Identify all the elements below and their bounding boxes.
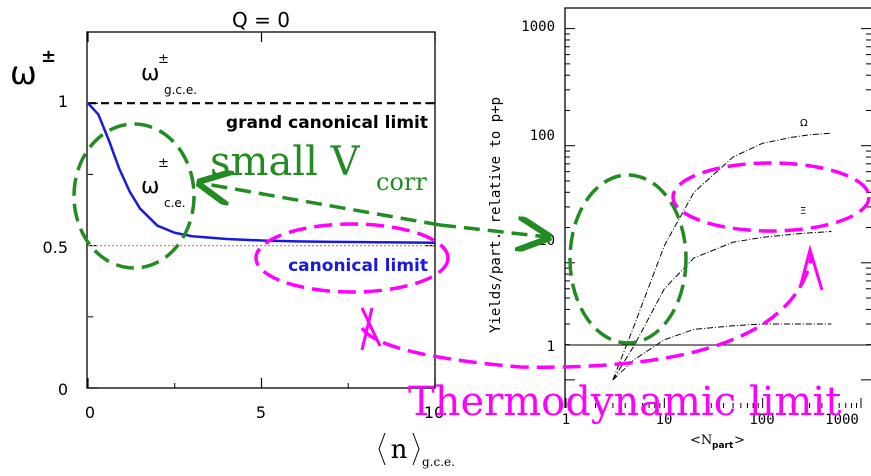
ce-curve [87,102,436,245]
left-ytick-0.5: 0.5 [43,238,68,257]
right-ylabel: Yields/part. relative to p+p [488,97,504,333]
left-ytick-0: 0 [58,380,68,399]
omega-gce-symbol: ω [141,61,159,86]
left-xlabel-sub: g.c.e. [422,455,455,469]
omega-gce-pm: ± [158,52,169,67]
omega-curve-label: Ω [800,118,808,129]
right-xlabel-sub: part [712,441,734,451]
left-xtick-5: 5 [256,403,266,422]
lambda-curve [612,323,832,381]
magenta-ellipse-right [671,161,871,233]
omega-curve [612,132,832,381]
small-v-text: small V [210,139,361,185]
left-xtick-10: 10 [424,403,444,422]
right-ytick-1000: 1000 [521,19,555,35]
small-vcorr-label: small V corr [210,139,427,196]
grand-canonical-label: grand canonical limit [226,113,428,133]
right-xtick-1000: 1000 [825,412,859,428]
right-series [612,132,832,381]
green-ellipse-right [568,173,688,345]
overlay: small V corr Thermodynamic limit [72,122,871,425]
omega-ce-sub: c.e. [164,196,186,210]
magenta-arrowhead-right [798,244,824,291]
right-ytick-1: 1 [547,339,555,355]
right-xtick-10: 10 [656,412,673,428]
right-ticks [565,28,871,408]
right-ytick-100: 100 [530,128,555,144]
green-arrow-right [439,225,548,237]
left-ytick-1: 1 [58,92,68,111]
left-plot-frame [86,31,436,389]
omega-gce-sub: g.c.e. [164,83,197,97]
right-xlabel-close: > [734,433,745,448]
left-ylabel-omega: ω [10,54,37,92]
left-xtick-0: 0 [85,403,95,422]
thermodynamic-limit-label: Thermodynamic limit [408,379,841,425]
left-series [87,102,436,247]
left-xlabel-n: n [391,435,408,465]
right-xtick-100: 100 [749,412,774,428]
green-arrow-left [200,183,441,227]
right-xlabel-n: <N [690,433,712,448]
xi-curve [612,231,832,381]
left-xlabel: n g.c.e. [378,432,455,469]
small-v-sub: corr [376,168,427,196]
omega-ce-pm: ± [158,156,169,171]
left-chart: Q = 0 ω ± 1 0.5 0 0 5 10 n g.c.e. ω ± g.… [10,8,455,469]
magenta-ellipse-left [254,222,450,294]
right-xlabel: <N part > [690,433,745,451]
left-chart-title: Q = 0 [232,8,290,32]
magenta-arrow-path [360,254,814,369]
magenta-arrowhead-left [360,307,382,351]
left-ylabel-pm: ± [41,46,56,67]
right-xtick-1: 1 [562,412,570,428]
right-chart: 1000 100 10 1 1 10 100 1000 Yields/part.… [488,7,871,451]
canonical-label: canonical limit [288,256,428,276]
right-plot-frame [564,7,871,408]
xi-curve-label: Ξ [800,206,806,217]
omega-ce-symbol: ω [141,174,159,199]
